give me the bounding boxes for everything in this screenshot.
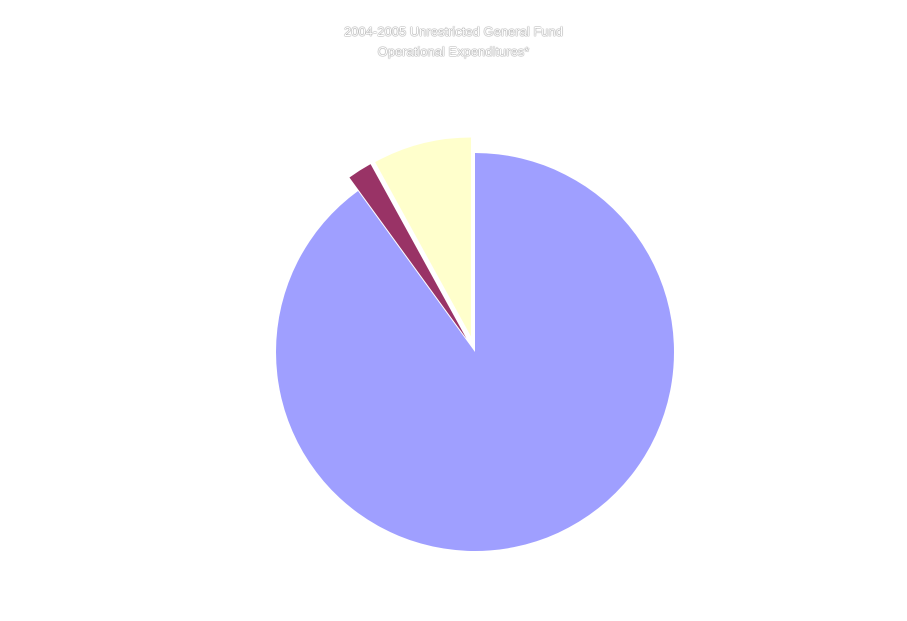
chart-title: 2004-2005 Unrestricted General Fund Oper… (0, 22, 907, 62)
pie-slice-1 (276, 153, 674, 551)
chart-title-line-2: Operational Expenditures* (377, 44, 530, 59)
pie-slice-2 (349, 164, 467, 339)
chart-title-line-1: 2004-2005 Unrestricted General Fund (344, 24, 563, 39)
pie-slice-3 (375, 137, 472, 337)
